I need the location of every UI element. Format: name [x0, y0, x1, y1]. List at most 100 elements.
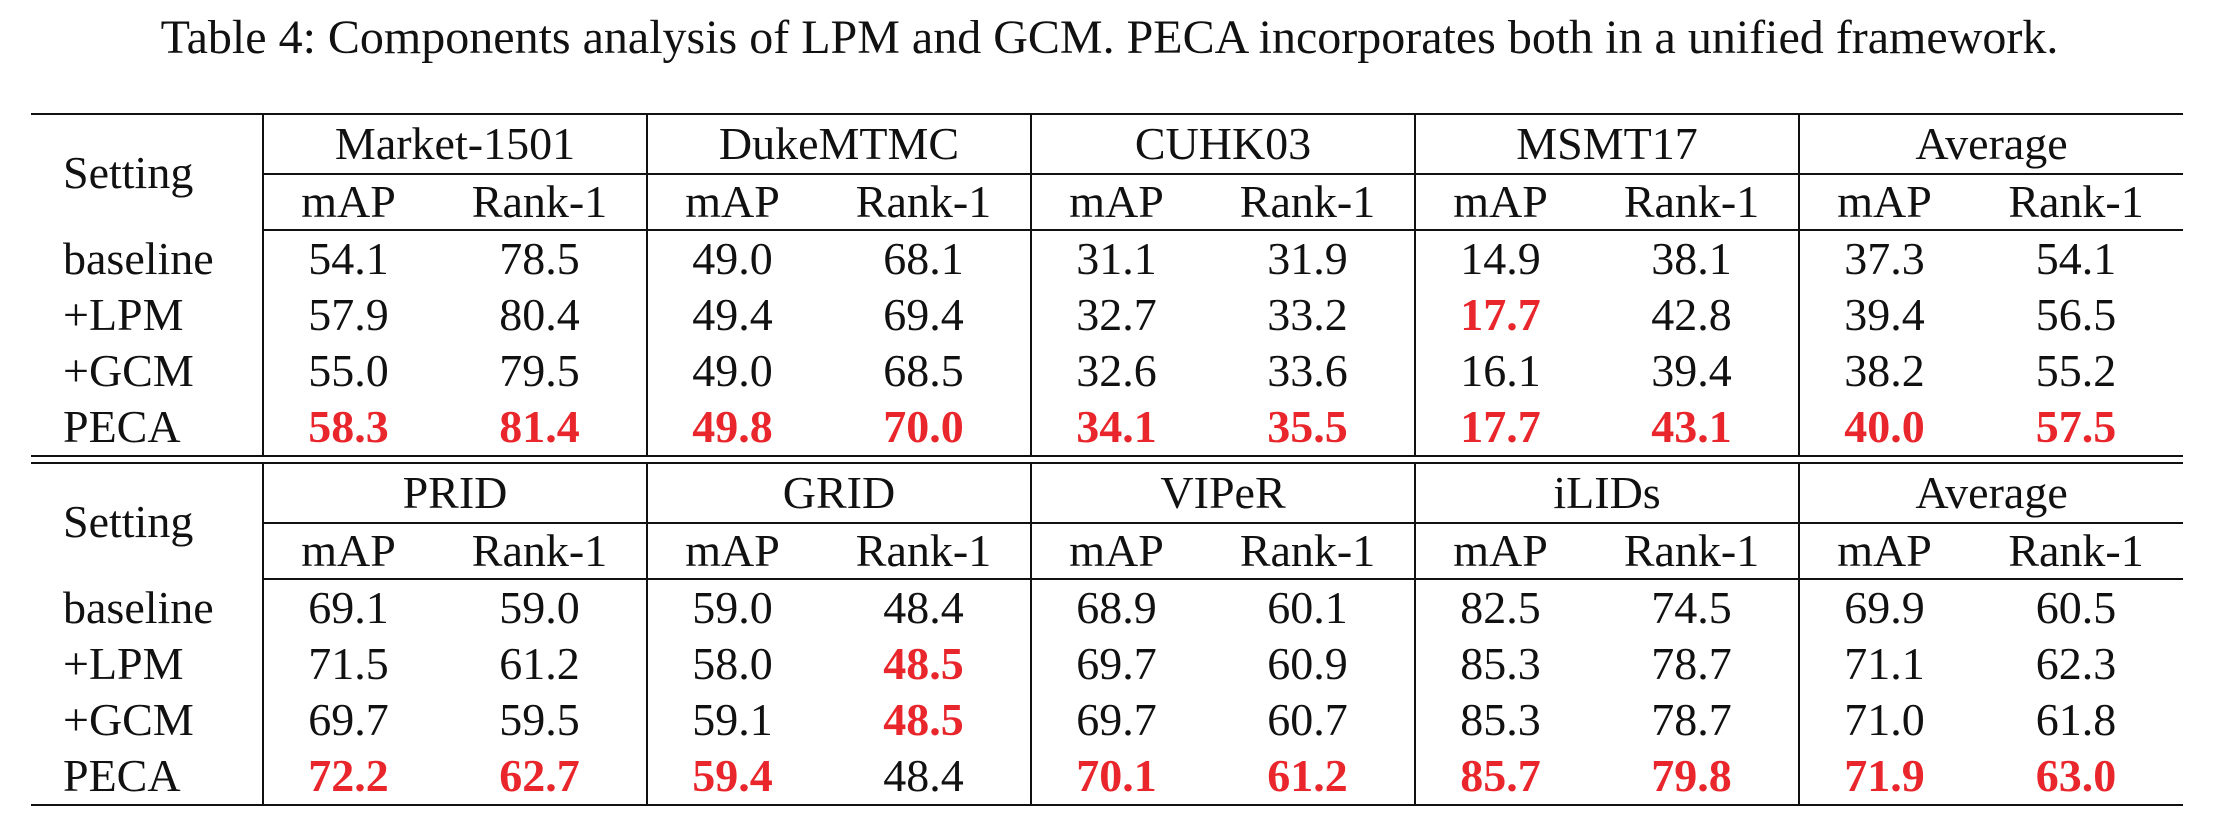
value-cell: 56.5: [2035, 289, 2117, 340]
value-cell: 49.0: [692, 233, 773, 284]
metric-header: mAP: [647, 174, 817, 231]
value-cell: 32.7: [1076, 289, 1157, 340]
data-row: +LPM 57.9 80.4 49.4 69.4 32.7 33.2 17.7 42.8 39.4…: [31, 287, 2183, 343]
value-cell: 37.3: [1844, 233, 1925, 284]
metric-header: mAP: [1799, 174, 1970, 231]
metric-header: mAP: [1799, 523, 1970, 580]
value-cell: 55.2: [2035, 345, 2117, 396]
metric-header: mAP: [1031, 174, 1202, 231]
best-value: 79.8: [1651, 750, 1732, 801]
metric-header-row: mAP Rank-1 mAP Rank-1 mAP Rank-1 mAP Rank-1 mAP R…: [31, 523, 2184, 580]
setting-cell: +LPM: [31, 636, 264, 692]
value-cell: 60.1: [1201, 579, 1417, 636]
value-cell: 31.1: [1076, 233, 1157, 284]
metric-header: mAP: [1415, 523, 1586, 580]
setting-header: Setting: [31, 463, 264, 579]
setting-header: Setting: [31, 114, 264, 230]
tables: Setting Market-1501 DukeMTMC CUHK03 MSMT17 Av…: [31, 113, 2184, 806]
metric-header: Rank-1: [817, 174, 1033, 231]
value-cell: 54.1: [2035, 233, 2117, 284]
group-header: PRID: [263, 463, 648, 524]
value-cell: 69.7: [1076, 638, 1157, 689]
setting-cell: baseline: [31, 579, 264, 636]
group-header: Market-1501: [263, 114, 648, 175]
value-cell: 74.5: [1585, 579, 1801, 636]
best-value: 57.5: [2035, 401, 2117, 452]
value-cell: 14.9: [1460, 233, 1541, 284]
value-cell: 69.1: [308, 582, 389, 633]
value-cell: 59.1: [692, 694, 773, 745]
metric-header: mAP: [263, 174, 433, 231]
value-cell: 81.4: [433, 399, 648, 456]
best-value: 63.0: [2035, 750, 2117, 801]
value-cell: 68.1: [817, 230, 1033, 287]
value-cell: 61.2: [1201, 748, 1417, 805]
group-header-row: Setting Market-1501 DukeMTMC CUHK03 MSMT17 Av…: [31, 114, 2184, 230]
best-value: 34.1: [1076, 401, 1157, 452]
group-header: iLIDs: [1415, 463, 1801, 524]
value-cell: 61.2: [433, 636, 648, 692]
best-value: 49.8: [692, 401, 773, 452]
value-cell: 43.1: [1585, 399, 1801, 456]
group-header: GRID: [647, 463, 1033, 524]
results-table: Setting PRID GRID VIPeR iLIDs Average mAP Rank-…: [31, 462, 2184, 806]
metric-header: Rank-1: [1201, 523, 1417, 580]
value-cell: 71.9: [1799, 748, 1969, 805]
best-value: 48.5: [883, 694, 964, 745]
setting-cell: +GCM: [31, 692, 264, 748]
value-cell: 60.9: [1201, 636, 1417, 692]
metric-header: mAP: [647, 523, 817, 580]
setting-cell: baseline: [31, 230, 264, 287]
value-cell: 63.0: [1969, 748, 2183, 805]
metric-header: Rank-1: [1969, 174, 2184, 231]
group-header: Average: [1799, 463, 2184, 524]
value-cell: 49.4: [692, 289, 773, 340]
data-row: PECA 58.3 81.4 49.8 70.0 34.1 35.5 17.7 43.1 40.0…: [31, 399, 2183, 456]
best-value: 70.0: [883, 401, 964, 452]
metric-header: Rank-1: [1585, 523, 1801, 580]
metric-header: Rank-1: [1969, 523, 2184, 580]
value-cell: 59.0: [692, 582, 773, 633]
setting-cell: +LPM: [31, 287, 264, 343]
group-header: DukeMTMC: [647, 114, 1033, 175]
value-cell: 48.4: [817, 748, 1033, 805]
metric-header: mAP: [263, 523, 433, 580]
table-body: Setting Market-1501 DukeMTMC CUHK03 MSMT17 Av…: [31, 114, 2184, 456]
value-cell: 78.5: [433, 230, 648, 287]
value-cell: 39.4: [1844, 289, 1925, 340]
value-cell: 70.0: [817, 399, 1033, 456]
best-value: 85.7: [1460, 750, 1541, 801]
value-cell: 59.5: [433, 692, 648, 748]
data-row: baseline 54.1 78.5 49.0 68.1 31.1 31.9 14.9 38.1…: [31, 230, 2183, 287]
data-row: PECA 72.2 62.7 59.4 48.4 70.1 61.2 85.7 79.8 71.9…: [31, 748, 2183, 805]
table-body: Setting PRID GRID VIPeR iLIDs Average mAP Rank-…: [31, 463, 2184, 805]
value-cell: 48.5: [817, 636, 1033, 692]
value-cell: 85.3: [1460, 638, 1541, 689]
best-value: 17.7: [1460, 401, 1541, 452]
value-cell: 48.4: [817, 579, 1033, 636]
value-cell: 57.5: [1969, 399, 2183, 456]
group-header: MSMT17: [1415, 114, 1801, 175]
best-value: 71.9: [1844, 750, 1925, 801]
value-cell: 71.5: [308, 638, 389, 689]
value-cell: 40.0: [1799, 399, 1969, 456]
group-header: Average: [1799, 114, 2184, 175]
metric-header: mAP: [1031, 523, 1202, 580]
value-cell: 35.5: [1201, 399, 1417, 456]
data-row: +GCM 69.7 59.5 59.1 48.5 69.7 60.7 85.3 78.7 71.0…: [31, 692, 2183, 748]
metric-header: Rank-1: [1201, 174, 1417, 231]
value-cell: 69.7: [308, 694, 389, 745]
best-value: 40.0: [1844, 401, 1925, 452]
best-value: 43.1: [1651, 401, 1732, 452]
value-cell: 33.2: [1201, 287, 1417, 343]
value-cell: 57.9: [308, 289, 389, 340]
best-value: 72.2: [308, 750, 389, 801]
best-value: 35.5: [1267, 401, 1348, 452]
value-cell: 34.1: [1031, 399, 1201, 456]
value-cell: 59.4: [647, 748, 817, 805]
group-header-row: Setting PRID GRID VIPeR iLIDs Average: [31, 463, 2184, 579]
metric-header: Rank-1: [433, 523, 648, 580]
value-cell: 85.3: [1460, 694, 1541, 745]
value-cell: 79.8: [1585, 748, 1801, 805]
